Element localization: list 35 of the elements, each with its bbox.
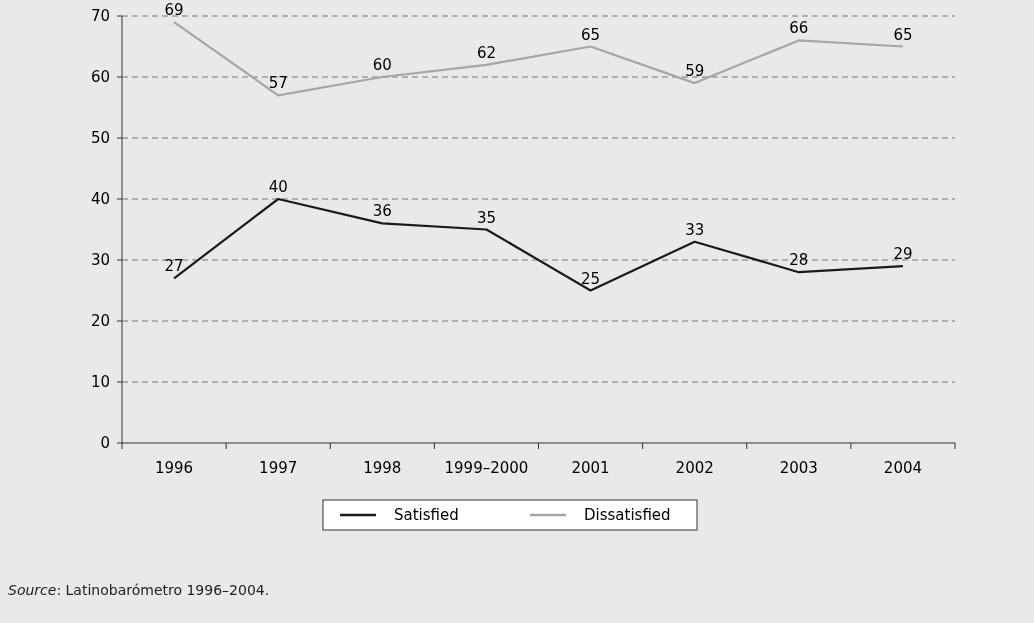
data-label: 29	[893, 245, 913, 264]
data-label: 27	[164, 257, 184, 276]
y-tick-label: 70	[90, 7, 110, 26]
x-tick-label: 2002	[675, 459, 714, 477]
source-note: Source: Latinobarómetro 1996–2004.	[8, 582, 270, 598]
legend-label: Satisfied	[394, 506, 459, 525]
data-label: 69	[164, 1, 184, 20]
data-label: 59	[685, 62, 705, 81]
data-label: 60	[372, 56, 392, 74]
data-label: 36	[372, 202, 392, 221]
data-label: 65	[893, 25, 913, 44]
x-tick-label: 1999–2000	[444, 459, 529, 477]
x-tick-label: 2001	[571, 459, 610, 477]
data-label: 65	[581, 25, 601, 44]
data-label: 25	[581, 269, 601, 288]
y-tick-label: 20	[90, 312, 110, 331]
y-tick-label: 40	[90, 190, 110, 209]
y-tick-label: 50	[90, 129, 110, 148]
x-tick-label: 1996	[154, 459, 194, 477]
x-tick-label: 2003	[779, 459, 818, 477]
legend-label: Dissatisfied	[584, 506, 671, 525]
data-label: 40	[268, 178, 288, 196]
x-tick-label: 1997	[259, 459, 298, 477]
x-tick-label: 2004	[883, 459, 923, 477]
y-tick-label: 30	[90, 251, 110, 270]
x-tick-label: 1998	[363, 459, 402, 477]
data-label: 57	[268, 74, 288, 93]
data-label: 35	[476, 208, 496, 227]
y-tick-label: 0	[100, 434, 110, 453]
data-label: 62	[476, 43, 496, 62]
y-tick-label: 60	[90, 68, 110, 87]
data-label: 66	[789, 19, 809, 38]
data-label: 33	[685, 220, 705, 239]
y-tick-label: 10	[90, 373, 110, 392]
data-label: 28	[789, 251, 809, 270]
